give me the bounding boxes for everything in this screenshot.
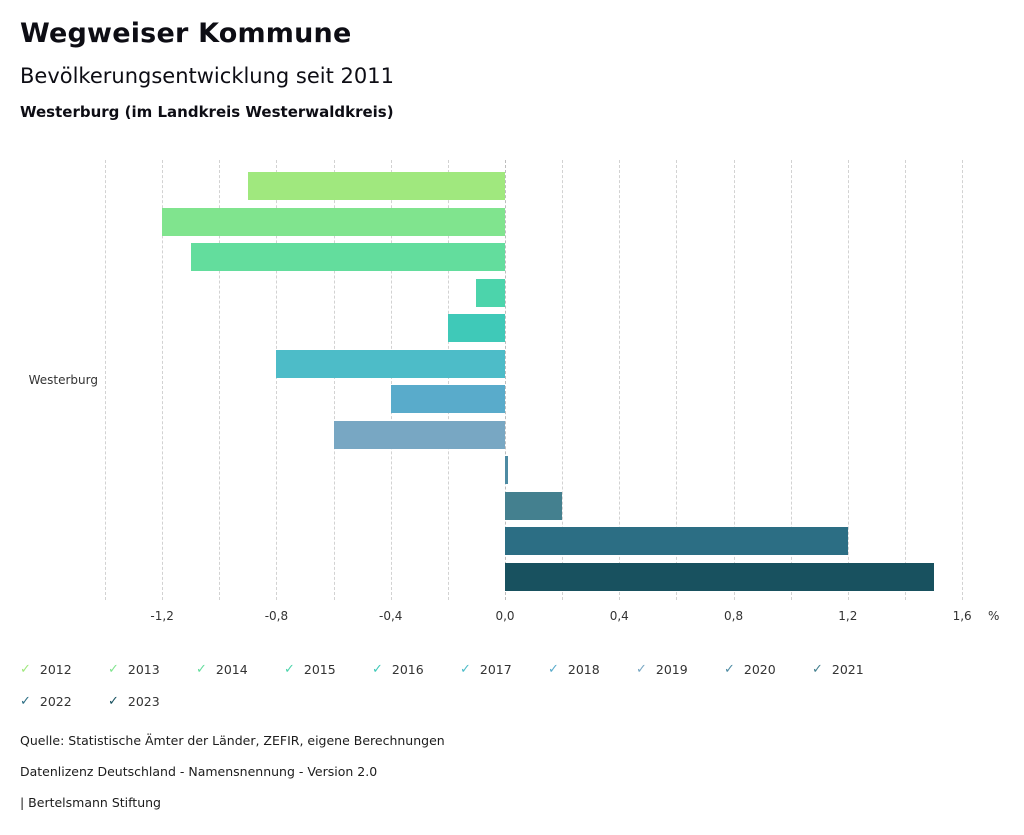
gridline bbox=[790, 160, 792, 600]
legend-item-2022[interactable]: ✓ 2022 bbox=[20, 685, 108, 717]
gridline bbox=[390, 160, 392, 600]
checkmark-icon: ✓ bbox=[548, 661, 559, 677]
checkmark-icon: ✓ bbox=[636, 661, 647, 677]
legend-item-2019[interactable]: ✓ 2019 bbox=[636, 653, 724, 685]
gridline bbox=[333, 160, 335, 600]
gridline bbox=[105, 160, 106, 600]
legend-year-label: 2022 bbox=[39, 693, 72, 709]
legend-year-label: 2020 bbox=[743, 661, 776, 677]
x-axis: % -1,2 -0,8 -0,4 0,0 0,4 0,8 1,2 1,6 bbox=[105, 609, 1024, 629]
gridline bbox=[733, 160, 735, 600]
bar-2013[interactable] bbox=[162, 207, 505, 236]
legend-year-label: 2021 bbox=[831, 661, 864, 677]
legend-item-2020[interactable]: ✓ 2020 bbox=[724, 653, 812, 685]
bar-2020[interactable] bbox=[505, 456, 508, 484]
bar-2015[interactable] bbox=[476, 278, 505, 307]
checkmark-icon: ✓ bbox=[284, 661, 295, 677]
checkmark-icon: ✓ bbox=[108, 693, 119, 709]
legend-year-label: 2012 bbox=[39, 661, 72, 677]
bar-2016[interactable] bbox=[447, 314, 505, 342]
x-tick-label: 0,8 bbox=[724, 609, 744, 623]
checkmark-icon: ✓ bbox=[724, 661, 735, 677]
legend-item-2013[interactable]: ✓ 2013 bbox=[108, 653, 196, 685]
page-title: Wegweiser Kommune bbox=[20, 18, 352, 49]
gridline bbox=[219, 160, 221, 600]
gridline bbox=[505, 160, 506, 600]
gridline bbox=[676, 160, 678, 600]
bar-2019[interactable] bbox=[333, 420, 505, 449]
y-axis-category-label: Westerburg bbox=[28, 373, 98, 387]
legend-item-2021[interactable]: ✓ 2021 bbox=[812, 653, 900, 685]
region-label: Westerburg (im Landkreis Westerwaldkreis… bbox=[20, 103, 394, 121]
checkmark-icon: ✓ bbox=[812, 661, 823, 677]
bar-2021[interactable] bbox=[505, 491, 563, 520]
chart-subtitle: Bevölkerungsentwicklung seit 2011 bbox=[20, 64, 394, 88]
legend-item-2018[interactable]: ✓ 2018 bbox=[548, 653, 636, 685]
x-tick-label: 1,2 bbox=[838, 609, 858, 623]
legend-year-label: 2015 bbox=[303, 661, 336, 677]
legend-year-label: 2019 bbox=[655, 661, 688, 677]
gridline bbox=[162, 160, 164, 600]
bar-2012[interactable] bbox=[247, 172, 505, 200]
legend-year-label: 2013 bbox=[127, 661, 160, 677]
checkmark-icon: ✓ bbox=[20, 693, 31, 709]
legend-item-2023[interactable]: ✓ 2023 bbox=[108, 685, 196, 717]
gridline bbox=[847, 160, 849, 600]
gridline bbox=[905, 160, 906, 600]
legend-item-2012[interactable]: ✓ 2012 bbox=[20, 653, 108, 685]
x-tick-label: -0,8 bbox=[264, 609, 289, 623]
x-tick-label: 0,4 bbox=[609, 609, 629, 623]
license-text: Datenlizenz Deutschland - Namensnennung … bbox=[20, 764, 378, 779]
bar-2017[interactable] bbox=[276, 349, 505, 378]
bar-2018[interactable] bbox=[390, 385, 505, 413]
attribution-text: | Bertelsmann Stiftung bbox=[20, 795, 161, 810]
gridline bbox=[562, 160, 564, 600]
legend-item-2015[interactable]: ✓ 2015 bbox=[284, 653, 372, 685]
legend-item-2016[interactable]: ✓ 2016 bbox=[372, 653, 460, 685]
checkmark-icon: ✓ bbox=[196, 661, 207, 677]
gridline bbox=[962, 160, 964, 600]
legend-year-label: 2018 bbox=[567, 661, 600, 677]
legend-year-label: 2023 bbox=[127, 693, 160, 709]
legend-item-2017[interactable]: ✓ 2017 bbox=[460, 653, 548, 685]
source-text: Quelle: Statistische Ämter der Länder, Z… bbox=[20, 733, 445, 748]
x-tick-label: -1,2 bbox=[150, 609, 174, 623]
checkmark-icon: ✓ bbox=[20, 661, 31, 677]
legend: ✓ 2012 ✓ 2013 ✓ 2014 ✓ 2015 ✓ 2016 ✓ 2017 ✓ 2018 ✓ 2019… bbox=[20, 653, 910, 717]
x-tick-label: 1,6 bbox=[952, 609, 972, 623]
gridline bbox=[619, 160, 621, 600]
x-axis-unit-label: % bbox=[988, 609, 1000, 623]
bar-2014[interactable] bbox=[190, 243, 505, 271]
bar-2022[interactable] bbox=[505, 527, 848, 555]
checkmark-icon: ✓ bbox=[108, 661, 119, 677]
gridline bbox=[276, 160, 278, 600]
x-tick-label: 0,0 bbox=[495, 609, 515, 623]
checkmark-icon: ✓ bbox=[460, 661, 471, 677]
legend-item-2014[interactable]: ✓ 2014 bbox=[196, 653, 284, 685]
x-tick-label: -0,4 bbox=[378, 609, 403, 623]
legend-year-label: 2017 bbox=[479, 661, 512, 677]
plot-area bbox=[105, 160, 1005, 600]
gridline bbox=[447, 160, 449, 600]
legend-year-label: 2016 bbox=[391, 661, 424, 677]
legend-year-label: 2014 bbox=[215, 661, 248, 677]
bar-2023[interactable] bbox=[505, 562, 934, 591]
checkmark-icon: ✓ bbox=[372, 661, 383, 677]
